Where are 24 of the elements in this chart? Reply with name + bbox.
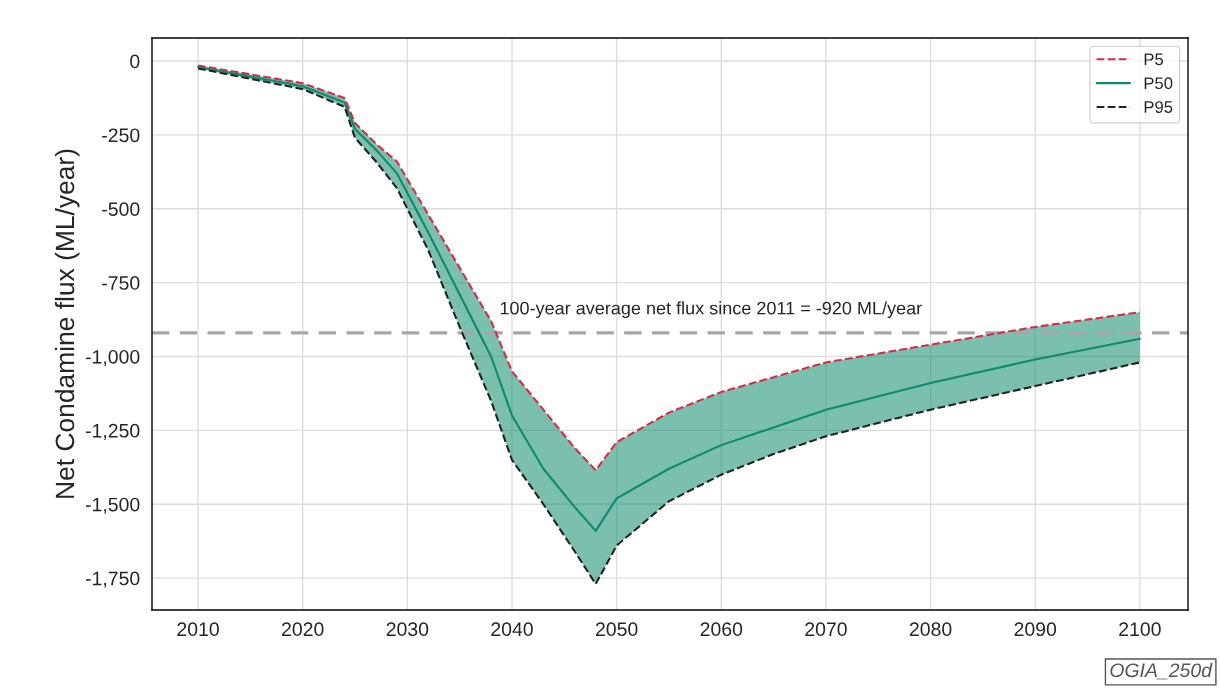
y-tick-label: -1,000	[85, 349, 140, 367]
x-tick-label: 2010	[177, 622, 219, 637]
x-tick-label: 2090	[1014, 622, 1057, 637]
x-tick-label: 2100	[1119, 622, 1161, 637]
y-tick-label: -1,750	[85, 571, 140, 588]
y-tick-label: -500	[102, 202, 140, 217]
x-tick-label: 2050	[595, 622, 638, 637]
x-tick-label: 2030	[386, 622, 429, 637]
x-tick-label: 2080	[909, 622, 952, 637]
y-tick-label: 0	[130, 54, 140, 69]
x-tick-label: 2020	[282, 622, 324, 637]
ref-line-label: 100-year average net flux since 2011 = -920 ML/year	[500, 301, 922, 319]
y-tick-label: -1,250	[85, 423, 140, 440]
x-tick-label: 2040	[491, 622, 533, 637]
y-tick-label: -1,500	[85, 497, 140, 514]
y-tick-label: -750	[102, 276, 140, 290]
x-tick-label: 2070	[805, 622, 847, 637]
y-axis-title: Net Condamine flux (ML/year)	[54, 149, 80, 498]
legend-label: P5	[1144, 53, 1164, 66]
legend-label: P50	[1144, 77, 1173, 90]
legend-label: P95	[1144, 101, 1173, 113]
y-tick-label: -250	[102, 128, 140, 143]
text: OGIA_250d	[1110, 662, 1213, 680]
x-tick-label: 2060	[700, 622, 743, 637]
